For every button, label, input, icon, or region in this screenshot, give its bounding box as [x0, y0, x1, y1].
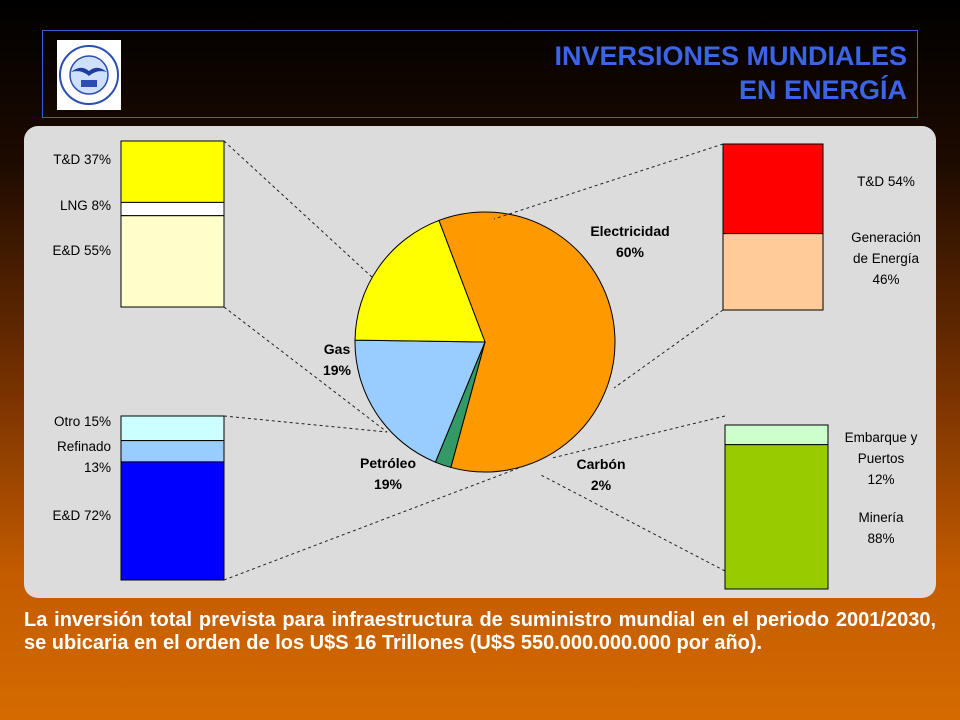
seal-icon: [59, 45, 119, 105]
pie-label-carbon: Carbón: [577, 456, 626, 472]
bar-label-petroleo-otro-15: Otro 15%: [54, 414, 111, 429]
header-box: INVERSIONES MUNDIALES EN ENERGÍA: [42, 30, 918, 118]
bar-segment-gas-t-d-37: [120, 140, 225, 203]
title-line-2: EN ENERGÍA: [738, 75, 907, 105]
connector-line: [538, 473, 726, 572]
bar-label-petroleo-refinado-13-line1: Refinado: [57, 439, 111, 454]
pie-pct-electricidad: 60%: [616, 244, 645, 260]
pie-label-petroleo: Petróleo: [360, 455, 416, 471]
connector-line: [223, 462, 533, 581]
bar-segment-gas-lng-8: [120, 201, 225, 217]
bar-label-electricidad-t-d-54: T&D 54%: [857, 174, 915, 189]
bar-label-carbon-mineria-88-line1: Minería: [858, 510, 904, 525]
bar-segment-petroleo-e-d-72: [120, 461, 225, 581]
connector-line: [493, 143, 724, 220]
page-title: INVERSIONES MUNDIALES EN ENERGÍA: [554, 39, 907, 107]
bar-label-electricidad-generacion-de-energia-46-line3: 46%: [872, 272, 899, 287]
bar-segment-carbon-embarque-y-puertos-12: [724, 424, 829, 446]
bar-label-gas-lng-8: LNG 8%: [60, 198, 111, 213]
bar-label-carbon-mineria-88-line2: 88%: [867, 531, 894, 546]
bar-label-gas-e-d-55: E&D 55%: [52, 243, 111, 258]
bar-label-carbon-embarque-y-puertos-12-line3: 12%: [867, 472, 894, 487]
energy-investment-chart: Electricidad 60% Carbón 2% Petróleo 19% Gas 19%…: [52, 140, 921, 590]
pie-slice-gas: [354, 219, 486, 343]
bar-label-electricidad-generacion-de-energia-46-line1: Generación: [851, 230, 921, 245]
bar-segment-electricidad-generacion-de-energia-46: [722, 233, 824, 311]
pie-pct-gas: 19%: [323, 362, 352, 378]
bar-label-carbon-embarque-y-puertos-12-line1: Embarque y: [845, 430, 918, 445]
bar-segment-gas-e-d-55: [120, 215, 225, 308]
bar-label-petroleo-e-d-72: E&D 72%: [52, 508, 111, 523]
connector-line: [613, 309, 724, 389]
bar-label-carbon-embarque-y-puertos-12-line2: Puertos: [858, 451, 905, 466]
pie-pct-petroleo: 19%: [374, 476, 403, 492]
title-line-1: INVERSIONES MUNDIALES: [554, 41, 907, 71]
pie-label-electricidad: Electricidad: [590, 223, 669, 239]
pie-slice-electricidad: [438, 211, 616, 473]
connector-line: [223, 306, 388, 433]
university-seal-logo: [57, 40, 121, 110]
footer-text: La inversión total prevista para infraes…: [24, 609, 936, 654]
bar-segment-petroleo-otro-15: [120, 415, 225, 442]
pie-pct-carbon: 2%: [591, 477, 612, 493]
chart-panel: Electricidad 60% Carbón 2% Petróleo 19% Gas 19%…: [24, 126, 936, 598]
bar-label-gas-t-d-37: T&D 37%: [53, 152, 111, 167]
bar-segment-electricidad-t-d-54: [722, 143, 824, 235]
connector-line: [223, 140, 374, 279]
pie-label-gas: Gas: [324, 341, 351, 357]
bar-segment-carbon-mineria-88: [724, 444, 829, 590]
bar-segment-petroleo-refinado-13: [120, 440, 225, 463]
bar-label-electricidad-generacion-de-energia-46-line2: de Energía: [853, 251, 920, 266]
bar-label-petroleo-refinado-13-line2: 13%: [84, 460, 111, 475]
connector-line: [223, 415, 388, 433]
pie-slice-petroleo: [354, 339, 486, 463]
